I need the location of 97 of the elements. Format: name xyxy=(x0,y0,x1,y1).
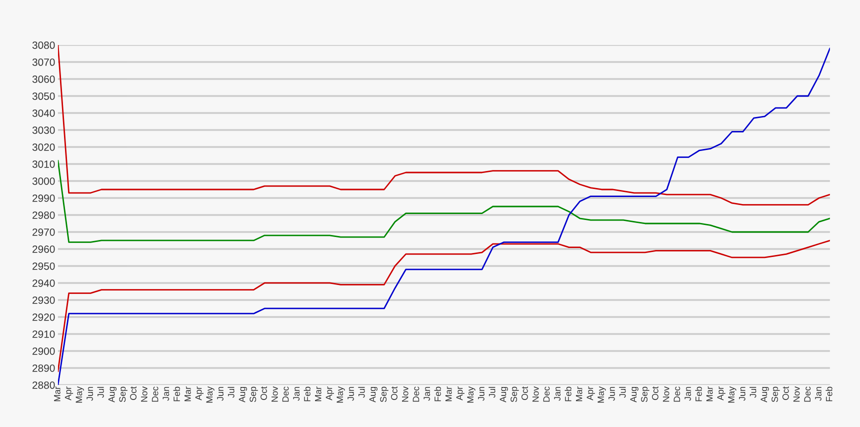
x-tick-label: Mar xyxy=(54,386,60,402)
x-tick-label: Aug xyxy=(369,386,378,402)
x-tick-label: Nov xyxy=(662,386,670,402)
x-tick-label: Nov xyxy=(793,386,800,402)
x-tick-label: Apr xyxy=(195,386,204,400)
x-tick-label: May xyxy=(728,386,736,403)
x-tick-label: Aug xyxy=(760,386,769,402)
x-tick-label: Jul xyxy=(228,386,234,398)
x-tick-label: Jan xyxy=(162,386,170,401)
x-tick-label: Nov xyxy=(141,386,148,402)
x-tick-label: Jan xyxy=(554,386,561,401)
x-tick-label: Sep xyxy=(641,386,650,402)
x-tick-label: Apr xyxy=(586,386,595,400)
x-tick-label: Jun xyxy=(348,386,354,401)
x-tick-label: Mar xyxy=(445,386,452,402)
x-tick-label: Dec xyxy=(804,386,811,402)
x-tick-label: May xyxy=(76,386,84,403)
y-tick-label: 2950 xyxy=(32,262,55,270)
x-tick-label: Sep xyxy=(772,386,780,402)
x-tick-label: Dec xyxy=(674,386,680,402)
y-tick-label: 3050 xyxy=(32,92,55,100)
x-tick-label: May xyxy=(598,386,606,403)
x-tick-label: Jul xyxy=(488,386,496,398)
y-tick-label: 2910 xyxy=(32,330,55,338)
y-tick-label: 2890 xyxy=(32,364,55,372)
x-tick-label: Oct xyxy=(522,386,528,400)
x-tick-label: Feb xyxy=(564,386,572,402)
x-tick-label: Jan xyxy=(293,386,300,401)
y-tick-label: 2980 xyxy=(32,211,55,219)
x-tick-label: Apr xyxy=(326,386,334,400)
x-tick-label: Jan xyxy=(424,386,430,401)
x-tick-label: Dec xyxy=(282,386,289,402)
x-tick-label: Apr xyxy=(717,386,726,400)
x-tick-label: Mar xyxy=(576,386,582,402)
x-tick-label: Jul xyxy=(358,386,365,398)
y-tick-label: 2880 xyxy=(32,381,55,389)
x-tick-label: May xyxy=(206,386,214,403)
x-tick-label: Jan xyxy=(684,386,691,401)
x-tick-label: Aug xyxy=(108,386,117,402)
y-tick-label: 2920 xyxy=(32,313,55,321)
line-series xyxy=(58,160,830,243)
x-tick-label: Oct xyxy=(260,386,267,400)
x-tick-label: Oct xyxy=(391,386,398,400)
x-tick-label: Nov xyxy=(402,386,408,402)
x-tick-label: Feb xyxy=(826,386,832,402)
line-series xyxy=(58,48,830,385)
x-tick-label: Mar xyxy=(706,386,713,402)
x-tick-label: Dec xyxy=(412,386,420,402)
y-tick-label: 3060 xyxy=(32,76,55,83)
y-tick-label: 3000 xyxy=(32,177,55,185)
x-tick-label: Sep xyxy=(250,386,258,402)
y-tick-label: 2930 xyxy=(32,296,55,304)
x-tick-label: Apr xyxy=(64,386,74,400)
y-tick-label: 2900 xyxy=(32,347,55,355)
y-tick-label: 2960 xyxy=(32,245,55,253)
x-tick-label: Jun xyxy=(478,386,484,401)
x-tick-label: Jul xyxy=(97,386,104,398)
x-tick-label: Sep xyxy=(510,386,519,402)
x-tick-label: Dec xyxy=(152,386,158,402)
x-tick-label: Apr xyxy=(456,386,464,400)
x-tick-label: Jul xyxy=(750,386,756,398)
x-tick-label: Mar xyxy=(315,386,322,402)
line-series xyxy=(58,240,830,372)
x-tick-label: May xyxy=(467,386,476,403)
x-tick-label: Sep xyxy=(380,386,388,402)
line-series xyxy=(58,45,830,206)
y-tick-label: 2940 xyxy=(32,279,55,287)
y-tick-label: 3080 xyxy=(32,42,55,49)
x-tick-label: Feb xyxy=(695,386,702,402)
x-tick-label: Jun xyxy=(739,386,746,401)
x-tick-label: Jul xyxy=(619,386,626,398)
x-tick-label: Dec xyxy=(543,386,550,402)
x-tick-label: Feb xyxy=(434,386,441,402)
x-tick-label: Aug xyxy=(238,386,247,402)
x-tick-label: Jun xyxy=(608,386,615,401)
x-tick-label: Oct xyxy=(652,386,658,400)
x-tick-label: Mar xyxy=(184,386,191,402)
y-tick-label: 3070 xyxy=(32,58,55,66)
x-tick-label: May xyxy=(336,386,345,403)
x-tick-label: Aug xyxy=(630,386,638,402)
x-tick-label: Jun xyxy=(86,386,94,401)
y-tick-label: 3020 xyxy=(32,144,55,151)
x-tick-label: Feb xyxy=(173,386,180,402)
y-tick-label: 3010 xyxy=(32,160,55,168)
y-tick-label: 3030 xyxy=(32,126,55,134)
x-tick-label: Nov xyxy=(532,386,539,402)
x-tick-label: Sep xyxy=(119,386,128,402)
y-tick-label: 2970 xyxy=(32,228,55,236)
x-tick-label: Feb xyxy=(304,386,310,402)
y-tick-label: 2990 xyxy=(32,194,55,202)
x-tick-label: Jan xyxy=(815,386,822,401)
x-tick-label: Jun xyxy=(217,386,224,401)
x-tick-label: Oct xyxy=(130,386,136,400)
y-tick-label: 3040 xyxy=(32,110,55,117)
x-tick-label: Aug xyxy=(500,386,508,402)
x-tick-label: Oct xyxy=(782,386,789,400)
x-tick-label: Nov xyxy=(272,386,278,402)
